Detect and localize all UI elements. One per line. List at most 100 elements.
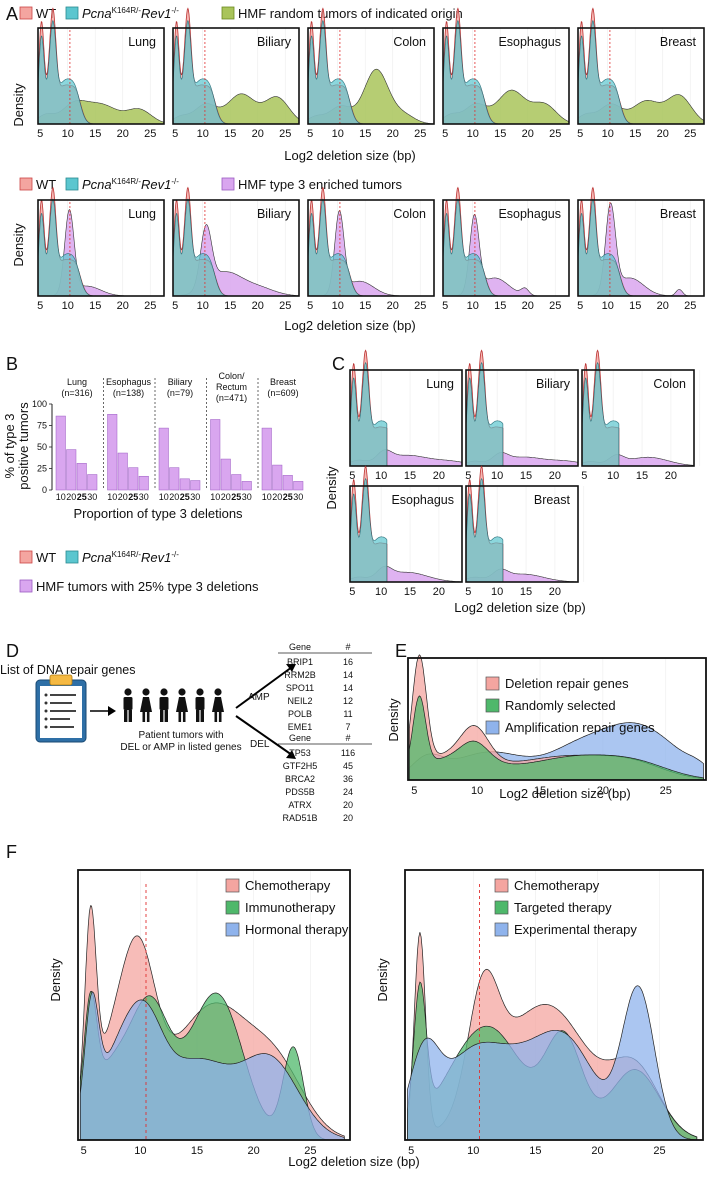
x-tick-label: 20: [665, 470, 677, 482]
x-tick-label: 20: [657, 300, 669, 312]
density-panel-esophagus: Esophagus 5 10 15 20 25: [442, 186, 570, 312]
x-tick-label: 10: [62, 300, 74, 312]
legend-label: Deletion repair genes: [505, 676, 629, 691]
series-pcna-area: [307, 19, 363, 125]
density-panel-breast: Breast 5 10 15 20: [465, 465, 585, 598]
x-tick-label: 5: [307, 128, 313, 140]
patients-icon: [123, 688, 224, 722]
x-tick-label: 10: [491, 586, 503, 598]
x-tick-label: 10: [375, 470, 387, 482]
panel-f-right-chart: 5 10 15 20 25 Chemotherapy Targeted therapy Exp…: [404, 869, 704, 1157]
panel-frame: [581, 369, 695, 467]
b-x-tick-label: 25: [231, 492, 241, 502]
x-tick-label: 20: [433, 470, 445, 482]
density-panel-lung: Lung 5 10 15 20 25: [37, 7, 165, 140]
x-tick-label: 15: [224, 128, 236, 140]
panel-title: Breast: [660, 35, 697, 49]
panel-frame: [465, 369, 579, 467]
x-tick-label: 10: [471, 785, 483, 797]
b-group-n: (n=471): [216, 393, 247, 403]
legend-swatch: [485, 676, 500, 691]
legend-pcna-label: PcnaK164R/-Rev1-/-: [82, 177, 179, 192]
e-xlabel: Log2 deletion size (bp): [499, 786, 631, 801]
panel-frame: [172, 199, 300, 297]
bar-group-lung: 10 20 25 30 Lung(n=316): [56, 377, 98, 502]
x-tick-label: 20: [522, 300, 534, 312]
b-y-tick-label: 25: [37, 464, 47, 474]
a2-density-label: Density: [11, 223, 26, 267]
legend-label: Amplification repair genes: [505, 720, 655, 735]
chart-frame: [404, 869, 704, 1141]
b-group-name: Esophagus: [106, 377, 152, 387]
panel-frame: [172, 27, 300, 125]
table-row: BRCA2 36: [285, 774, 353, 784]
x-tick-label: 10: [602, 128, 614, 140]
legend-swatch: [485, 698, 500, 713]
panel-title: Colon: [393, 207, 426, 221]
bar: [66, 449, 77, 491]
f-right-density-label: Density: [375, 958, 390, 1002]
panel-f-left-chart: 5 10 15 20 25 Chemotherapy Immunotherapy Hormon…: [77, 869, 351, 1157]
gene-count: 11: [343, 709, 352, 719]
series-pcna-area: [172, 19, 228, 125]
bar: [220, 458, 231, 491]
x-tick-label: 15: [404, 470, 416, 482]
x-tick-label: 25: [653, 1145, 665, 1157]
b-group-name: Lung: [67, 377, 87, 387]
d-arrow-1-head: [108, 706, 116, 716]
table-row: NEIL2 12: [287, 696, 353, 706]
x-tick-label: 20: [117, 300, 129, 312]
b-x-tick-label: 20: [272, 492, 282, 502]
d-arrow-del-head: [286, 750, 296, 759]
legend-swatch: [494, 922, 509, 937]
series-pcna-area: [465, 477, 504, 583]
b-x-tick-label: 20: [66, 492, 76, 502]
x-tick-label: 5: [577, 300, 583, 312]
gene-name: POLB: [288, 709, 312, 719]
b-x-tick-label: 25: [77, 492, 87, 502]
legend-swatch-pcna: [65, 6, 79, 20]
density-panel-colon: Colon 5 10 15 20 25: [307, 7, 435, 140]
bar: [107, 414, 118, 491]
gene-count: 116: [341, 748, 355, 758]
density-panel-colon: Colon 5 10 15 20 25: [307, 186, 435, 312]
series-pcna-area: [349, 361, 388, 467]
amp-gene-table: Gene # BRIP1 16 RRM2B 14 SPO11 14 NEIL2 12 POLB 11 E…: [278, 642, 372, 732]
bar: [261, 427, 272, 491]
gene-count: 14: [343, 670, 353, 680]
legend-wt-label: WT: [36, 177, 56, 192]
gene-count: 24: [343, 787, 353, 797]
panel-title: Biliary: [257, 207, 292, 221]
legend-label: Randomly selected: [505, 698, 616, 713]
panel-frame: [442, 199, 570, 297]
count-col-header: #: [345, 733, 350, 743]
b-x-tick-label: 25: [283, 492, 293, 502]
gene-col-header: Gene: [289, 642, 311, 652]
b-group-name: Biliary: [168, 377, 193, 387]
panel-title: Lung: [128, 207, 156, 221]
x-tick-label: 5: [172, 300, 178, 312]
legend-type3-label: HMF type 3 enriched tumors: [238, 177, 403, 192]
legend-label: Chemotherapy: [245, 878, 331, 893]
x-tick-label: 10: [375, 586, 387, 598]
x-tick-label: 5: [307, 300, 313, 312]
legend-swatch: [494, 878, 509, 893]
a2-xlabel: Log2 deletion size (bp): [284, 318, 416, 333]
gene-count: 20: [343, 813, 353, 823]
b-ylabel-2: positive tumors: [16, 402, 31, 490]
panel-frame: [465, 485, 579, 583]
legend-swatch: [485, 720, 500, 735]
panel-label-b: B: [6, 354, 18, 374]
panel-frame: [577, 27, 705, 125]
panel-title: Esophagus: [498, 207, 561, 221]
panel-frame: [37, 27, 165, 125]
gene-name: SPO11: [286, 683, 314, 693]
series-pcna-area: [581, 361, 620, 467]
table-row: EME1 7: [288, 722, 351, 732]
x-tick-label: 20: [252, 128, 264, 140]
legend-swatch-wt: [19, 177, 33, 191]
person-icon: [195, 688, 205, 722]
x-tick-label: 5: [37, 300, 43, 312]
